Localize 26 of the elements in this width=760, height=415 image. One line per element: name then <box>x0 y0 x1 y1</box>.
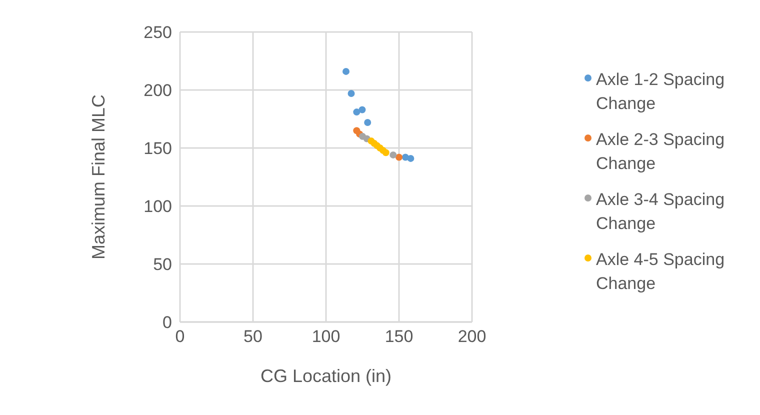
y-tick-label: 200 <box>144 81 172 100</box>
y-tick-label: 0 <box>162 313 172 332</box>
point <box>348 90 355 97</box>
point <box>364 118 372 126</box>
point <box>358 106 366 114</box>
legend-label: Axle 3-4 Spacing Change <box>596 189 726 235</box>
point <box>382 149 390 156</box>
point <box>390 151 397 158</box>
y-tick-label: 100 <box>144 197 172 216</box>
x-tick-label: 50 <box>244 327 262 346</box>
legend-label: Axle 4-5 Spacing Change <box>596 249 726 295</box>
x-tick-label: 150 <box>384 327 414 346</box>
legend-label: Axle 2-3 Spacing Change <box>596 129 726 175</box>
point <box>407 154 414 162</box>
x-tick-label: 0 <box>175 327 185 346</box>
y-tick-label: 250 <box>144 23 172 42</box>
y-tick-label: 150 <box>144 139 172 158</box>
point <box>353 108 360 116</box>
x-tick-label: 200 <box>458 327 486 346</box>
point <box>342 68 350 75</box>
y-axis-title: Maximum Final MLC <box>88 94 108 260</box>
legend-label: Axle 1-2 Spacing Change <box>596 69 726 115</box>
x-axis-title: CG Location (in) <box>260 366 392 386</box>
point <box>396 154 402 161</box>
y-tick-label: 50 <box>153 255 172 274</box>
x-tick-label: 100 <box>312 327 340 346</box>
